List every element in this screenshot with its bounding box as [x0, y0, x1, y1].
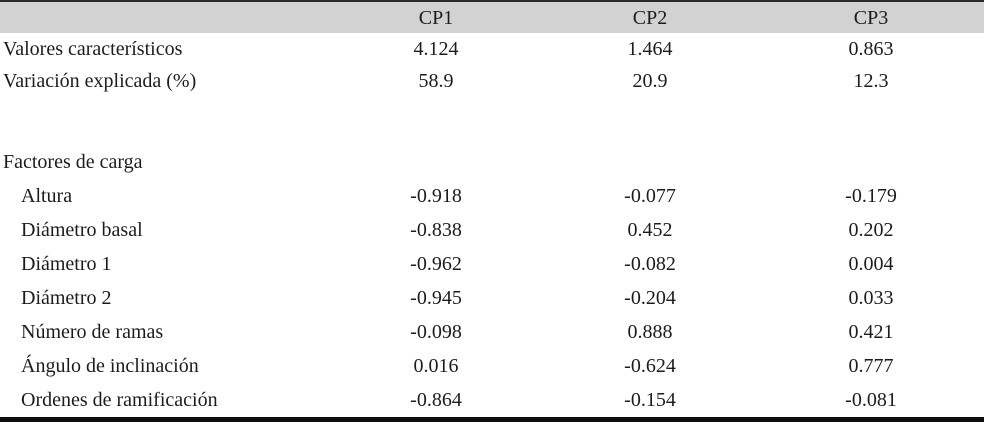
cell-value: -0.204 [624, 287, 676, 309]
cell-value [330, 145, 542, 179]
cell-value [330, 97, 542, 145]
row-label [0, 97, 330, 145]
table-row: Variación explicada (%) 58.9 20.9 12.3 [0, 65, 984, 97]
row-label: Diámetro basal [21, 219, 143, 241]
cell-value: 0.004 [848, 253, 894, 275]
cell-value: 20.9 [632, 70, 668, 92]
cell-value [542, 145, 758, 179]
spacer-row [0, 97, 984, 145]
pca-results-table: CP1 CP2 CP3 Valores característicos 4.12… [0, 2, 984, 417]
cell-value: 0.452 [627, 219, 673, 241]
column-header-cp2: CP2 [632, 6, 668, 29]
table-row: Ángulo de inclinación 0.016 -0.624 0.777 [0, 349, 984, 383]
cell-value: -0.838 [410, 219, 462, 241]
cell-value: -0.918 [410, 185, 462, 207]
row-label: Número de ramas [21, 321, 164, 343]
cell-value: 0.777 [848, 355, 894, 377]
cell-value: -0.945 [410, 287, 462, 309]
cell-value: -0.154 [624, 389, 676, 411]
column-header-cp1: CP1 [418, 6, 454, 29]
table-row: Ordenes de ramificación -0.864 -0.154 -0… [0, 383, 984, 417]
cell-value: -0.098 [410, 321, 462, 343]
cell-value: 0.863 [848, 38, 894, 60]
table-header-row: CP1 CP2 CP3 [0, 2, 984, 33]
cell-value: 4.124 [413, 38, 459, 60]
row-label: Ángulo de inclinación [21, 355, 199, 377]
cell-value [758, 145, 984, 179]
row-label: Variación explicada (%) [3, 70, 197, 92]
section-header-row: Factores de carga [0, 145, 984, 179]
table-top-rule [0, 0, 984, 2]
table-row: Número de ramas -0.098 0.888 0.421 [0, 315, 984, 349]
cell-value: -0.082 [624, 253, 676, 275]
cell-value: -0.077 [624, 185, 676, 207]
row-label: Ordenes de ramificación [21, 389, 218, 411]
table-row: Altura -0.918 -0.077 -0.179 [0, 179, 984, 213]
column-header-empty [0, 2, 330, 33]
table-bottom-rule [0, 417, 984, 422]
row-label: Altura [21, 185, 73, 207]
cell-value: 0.202 [848, 219, 894, 241]
table-row: Diámetro basal -0.838 0.452 0.202 [0, 213, 984, 247]
cell-value: 1.464 [627, 38, 673, 60]
cell-value [758, 97, 984, 145]
cell-value: 58.9 [418, 70, 454, 92]
cell-value [542, 97, 758, 145]
table-row: Valores característicos 4.124 1.464 0.86… [0, 33, 984, 65]
column-header-cp3: CP3 [853, 6, 889, 29]
cell-value: 12.3 [853, 70, 889, 92]
cell-value: -0.962 [410, 253, 462, 275]
cell-value: -0.864 [410, 389, 462, 411]
cell-value: -0.081 [845, 389, 897, 411]
row-label: Factores de carga [3, 151, 143, 173]
cell-value: -0.624 [624, 355, 676, 377]
row-label: Valores característicos [3, 38, 183, 60]
cell-value: 0.421 [848, 321, 894, 343]
row-label: Diámetro 2 [21, 287, 112, 309]
cell-value: -0.179 [845, 185, 897, 207]
cell-value: 0.016 [413, 355, 459, 377]
row-label: Diámetro 1 [21, 253, 112, 275]
cell-value: 0.033 [848, 287, 894, 309]
cell-value: 0.888 [627, 321, 673, 343]
table-row: Diámetro 1 -0.962 -0.082 0.004 [0, 247, 984, 281]
table-row: Diámetro 2 -0.945 -0.204 0.033 [0, 281, 984, 315]
